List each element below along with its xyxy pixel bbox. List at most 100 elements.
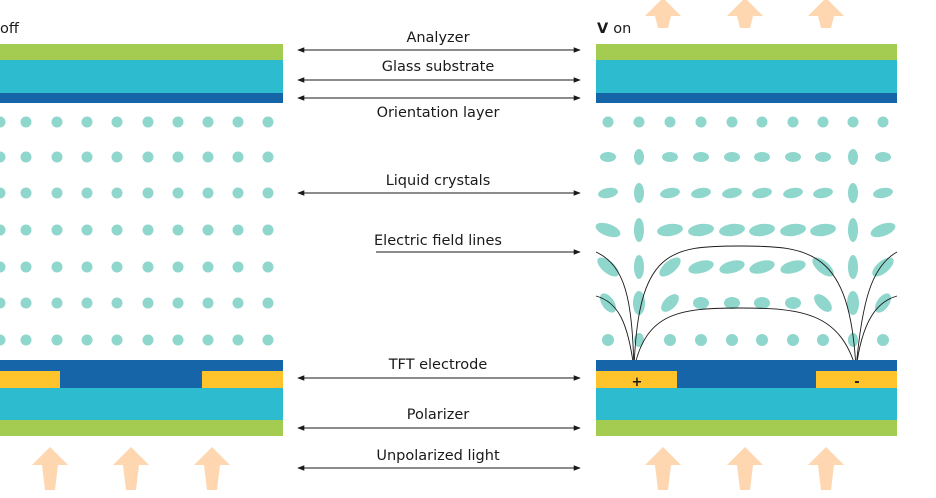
right-electrode-negative: [816, 371, 897, 388]
crystal-molecule: [20, 224, 32, 236]
right-glass-substrate-top: [596, 60, 897, 93]
crystal-molecule: [600, 293, 616, 313]
field-line-2: [595, 295, 635, 370]
field-line-3: [633, 245, 857, 370]
crystal-molecule: [749, 223, 775, 237]
right-orientation-layer: [596, 93, 897, 103]
crystal-molecule: [726, 334, 738, 346]
crystal-molecule: [172, 334, 184, 346]
crystal-molecule: [815, 152, 831, 162]
label-glass-substrate: Glass substrate: [382, 59, 495, 75]
crystal-molecule: [81, 116, 93, 128]
off-state-label: off: [0, 21, 20, 37]
crystal-molecule: [262, 224, 274, 236]
crystal-molecule: [232, 224, 244, 236]
crystal-molecule: [754, 297, 770, 309]
crystal-molecule: [660, 187, 680, 199]
right-analyzer-layer: [596, 44, 897, 60]
crystal-molecule: [20, 261, 32, 273]
crystal-molecule: [756, 334, 768, 346]
crystal-molecule: [142, 261, 154, 273]
on-state-text: on: [613, 21, 631, 37]
light-arrow-icon: [808, 447, 844, 490]
crystal-molecule: [51, 151, 63, 163]
crystal-molecule: [20, 116, 32, 128]
crystal-molecule: [780, 260, 806, 274]
crystal-molecule: [693, 297, 709, 309]
crystal-molecule: [232, 261, 244, 273]
crystal-molecule: [111, 151, 123, 163]
crystal-molecule: [262, 261, 274, 273]
crystal-molecule: [20, 334, 32, 346]
crystal-molecule: [142, 116, 154, 128]
crystal-molecule: [262, 297, 274, 309]
field-line-4: [633, 307, 857, 370]
left-panel: off: [0, 21, 283, 436]
crystal-molecule: [262, 187, 274, 199]
crystal-molecule: [785, 297, 801, 309]
crystal-molecule: [232, 297, 244, 309]
left-orientation-layer: [0, 93, 283, 103]
crystal-molecule: [0, 261, 6, 273]
crystal-molecule: [848, 149, 858, 165]
light-arrows: [32, 0, 844, 490]
crystal-molecule: [600, 152, 616, 162]
left-polarizer-layer: [0, 420, 283, 436]
crystal-molecule: [142, 224, 154, 236]
crystal-molecule: [142, 187, 154, 199]
crystal-molecule: [172, 261, 184, 273]
crystal-molecule: [787, 116, 799, 128]
label-unpolarized-light: Unpolarized light: [376, 448, 500, 464]
crystal-molecule: [172, 187, 184, 199]
crystal-molecule: [202, 297, 214, 309]
layer-labels: Analyzer Glass substrate Orientation lay…: [297, 30, 581, 471]
crystal-molecule: [870, 222, 896, 238]
crystal-molecule: [814, 294, 832, 312]
crystal-molecule: [262, 334, 274, 346]
crystal-molecule: [719, 223, 745, 237]
crystal-molecule: [817, 334, 829, 346]
crystal-molecule: [81, 261, 93, 273]
right-electrode-positive: [596, 371, 677, 388]
left-analyzer-layer: [0, 44, 283, 60]
crystal-molecule: [812, 257, 834, 277]
label-liquid-crystals: Liquid crystals: [386, 173, 491, 189]
field-line-5: [855, 251, 898, 370]
light-arrow-icon: [645, 447, 681, 490]
field-line-1: [595, 251, 635, 370]
crystal-molecule: [756, 116, 768, 128]
crystal-molecule: [51, 116, 63, 128]
right-glass-substrate-bottom: [596, 388, 897, 420]
crystal-molecule: [848, 218, 858, 242]
crystal-molecule: [873, 187, 893, 199]
crystal-molecule: [172, 224, 184, 236]
crystal-molecule: [633, 291, 645, 315]
left-glass-substrate-bottom: [0, 388, 283, 420]
crystal-molecule: [848, 183, 858, 203]
crystal-molecule: [722, 187, 742, 199]
light-arrow-icon: [645, 0, 681, 28]
crystal-molecule: [51, 187, 63, 199]
crystal-molecule: [232, 334, 244, 346]
label-orientation-layer: Orientation layer: [377, 105, 500, 121]
voltage-symbol: V: [597, 21, 609, 37]
crystal-molecule: [111, 187, 123, 199]
left-electrode-2: [202, 371, 283, 388]
crystal-molecule: [787, 334, 799, 346]
crystal-molecule: [202, 187, 214, 199]
crystal-molecule: [817, 116, 829, 128]
left-liquid-crystals: [0, 116, 274, 346]
crystal-molecule: [598, 187, 618, 199]
crystal-molecule: [20, 297, 32, 309]
crystal-molecule: [724, 152, 740, 162]
crystal-molecule: [111, 334, 123, 346]
crystal-molecule: [754, 152, 770, 162]
crystal-molecule: [142, 334, 154, 346]
crystal-molecule: [202, 261, 214, 273]
crystal-molecule: [877, 116, 889, 128]
crystal-molecule: [693, 152, 709, 162]
crystal-molecule: [111, 116, 123, 128]
label-tft-electrode: TFT electrode: [388, 357, 488, 373]
